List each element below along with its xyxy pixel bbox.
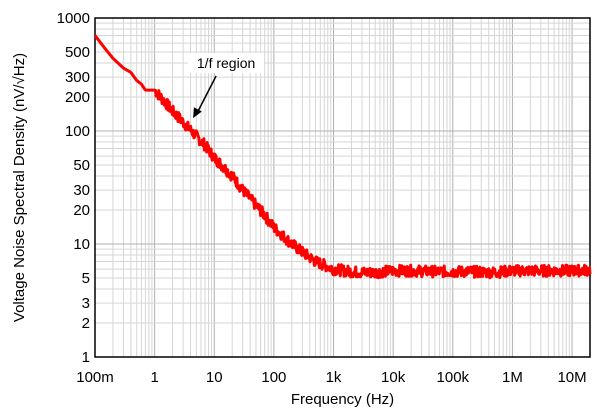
x-tick-label: 1k	[326, 369, 342, 386]
x-tick-labels: 100m 1 10 100 1k 10k 100k 1M 10M	[76, 369, 586, 386]
x-tick-label: 1	[150, 369, 158, 386]
x-tick-label: 1M	[502, 369, 523, 386]
y-tick-label: 50	[73, 157, 90, 174]
annotation-group: 1/f region	[188, 53, 265, 119]
y-tick-label: 3	[82, 295, 90, 312]
y-axis-title: Voltage Noise Spectral Density (nV/√Hz)	[11, 53, 28, 322]
x-tick-label: 10M	[557, 369, 586, 386]
x-tick-label: 100k	[437, 369, 470, 386]
x-tick-label: 10	[206, 369, 223, 386]
y-tick-label: 20	[73, 202, 90, 219]
y-tick-label: 30	[73, 182, 90, 199]
annotation-arrowhead	[193, 107, 202, 119]
x-axis-title: Frequency (Hz)	[291, 391, 394, 408]
y-tick-label: 10	[73, 236, 90, 253]
x-tick-label: 100	[261, 369, 286, 386]
y-tick-label: 2	[82, 315, 90, 332]
y-tick-label: 200	[65, 89, 90, 106]
y-tick-label: 1000	[57, 10, 90, 27]
annotation-box	[188, 53, 265, 73]
y-tick-labels: 1 2 3 5 10 20 30 50 100 200 300 500 1000	[57, 10, 90, 366]
y-tick-label: 500	[65, 44, 90, 61]
x-tick-label: 10k	[381, 369, 406, 386]
y-tick-label: 100	[65, 123, 90, 140]
noise-density-series	[93, 34, 592, 280]
y-tick-label: 1	[82, 349, 90, 366]
y-tick-label: 5	[82, 270, 90, 287]
x-tick-label: 100m	[76, 369, 114, 386]
annotation-arrow	[197, 75, 217, 112]
y-tick-label: 300	[65, 69, 90, 86]
plot-frame	[94, 17, 591, 358]
grid-lines	[94, 18, 591, 358]
annotation-label: 1/f region	[197, 55, 255, 71]
